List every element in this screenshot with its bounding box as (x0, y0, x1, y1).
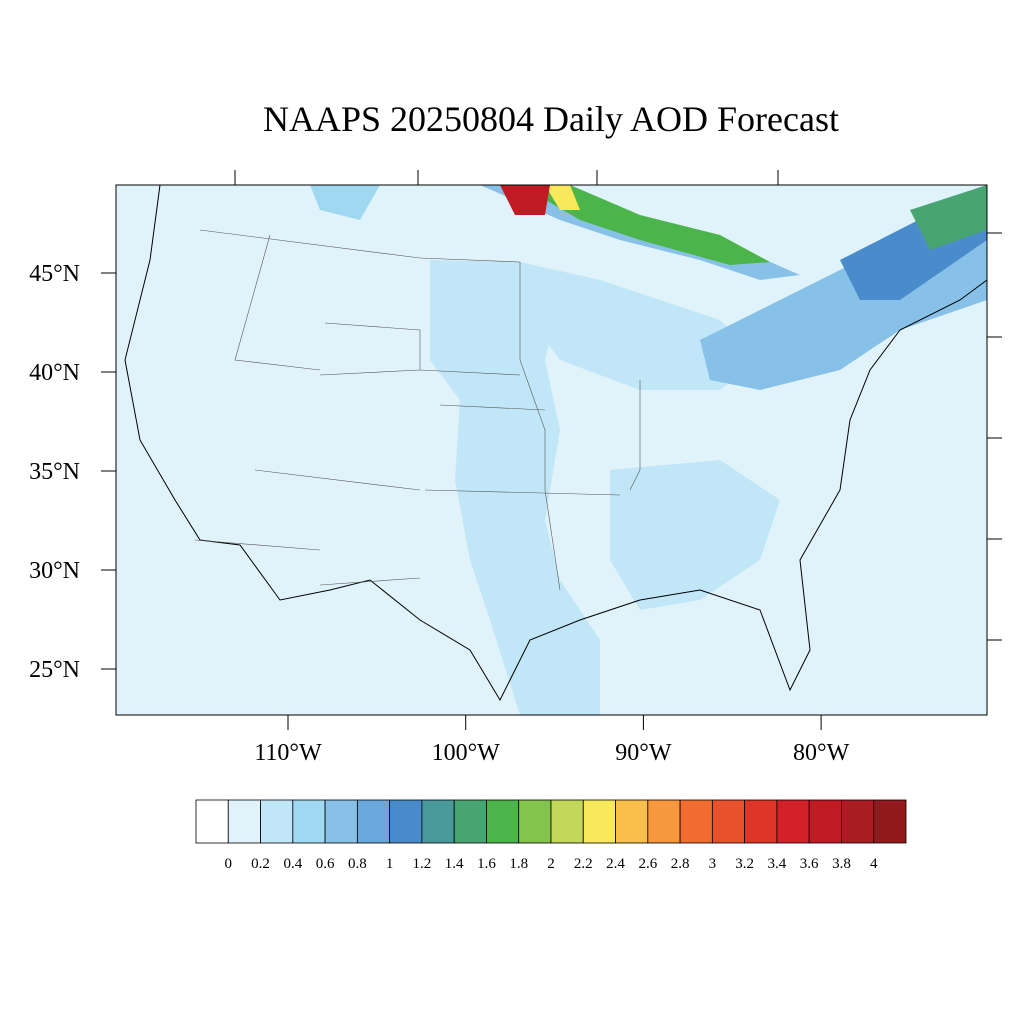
colorbar-box (711, 799, 746, 844)
colorbar-label: 2.2 (574, 856, 593, 872)
colorbar-label: 4 (870, 856, 878, 872)
colorbar-label: 1 (386, 856, 394, 872)
colorbar-label: 1.2 (413, 856, 432, 872)
colorbar-box (227, 799, 261, 844)
y-tick-label: 25°N (29, 657, 80, 683)
x-tick-label: 100°W (432, 740, 501, 766)
colorbar-label: 0.6 (316, 856, 335, 872)
colorbar-box (582, 799, 616, 844)
colorbar-box (744, 799, 778, 844)
colorbar-box (841, 799, 875, 844)
colorbar-box (615, 799, 649, 844)
colorbar-label: 3.4 (768, 856, 787, 872)
x-tick-label: 80°W (793, 740, 850, 766)
colorbar-box (324, 799, 358, 844)
colorbar-box (873, 799, 907, 844)
colorbar-box (486, 799, 520, 844)
colorbar: 0 0.2 0.4 0.6 0.8 1 1.2 1.4 1.6 1.8 2 2.2 2.4 2.6 2.8 3… (195, 799, 907, 872)
colorbar-box (389, 799, 423, 844)
colorbar-label: 3.6 (800, 856, 819, 872)
map (101, 170, 1002, 730)
colorbar-label: 0.8 (348, 856, 367, 872)
aod-region (520, 262, 760, 390)
x-tick-label: 110°W (254, 740, 322, 766)
colorbar-label: 0.4 (283, 856, 302, 872)
colorbar-box (356, 799, 391, 844)
aod-region (500, 185, 550, 215)
colorbar-box (421, 799, 455, 844)
colorbar-box (647, 799, 681, 844)
y-tick-label: 40°N (29, 360, 80, 386)
state-borders (194, 229, 641, 591)
colorbar-label: 3.8 (832, 856, 851, 872)
x-tick-label: 90°W (615, 740, 672, 766)
colorbar-label: 0.2 (251, 856, 270, 872)
colorbar-label: 3.2 (735, 856, 754, 872)
colorbar-label: 2.6 (638, 856, 657, 872)
colorbar-label: 2.4 (606, 856, 625, 872)
frame-ticks (234, 170, 1002, 641)
colorbar-label: 0 (225, 856, 233, 872)
colorbar-box (679, 799, 713, 844)
colorbar-label: 3 (709, 856, 717, 872)
colorbar-box (808, 799, 842, 844)
colorbar-label: 2.8 (671, 856, 690, 872)
colorbar-box (550, 799, 584, 844)
colorbar-label: 2 (547, 856, 555, 872)
aod-region (430, 260, 600, 715)
colorbar-box (776, 799, 810, 844)
title: NAAPS 20250804 Daily AOD Forecast (263, 99, 839, 139)
colorbar-label: 1.6 (477, 856, 496, 872)
aod-region (610, 460, 780, 610)
colorbar-box (518, 799, 552, 844)
aod-region (310, 185, 380, 220)
coastline (124, 184, 988, 702)
colorbar-box (453, 799, 487, 844)
colorbar-box (195, 799, 229, 844)
colorbar-box (292, 799, 326, 844)
y-tick-label: 45°N (29, 261, 80, 287)
colorbar-label: 1.8 (509, 856, 528, 872)
map-frame (115, 184, 988, 716)
aod-region (910, 185, 987, 250)
aod-region (520, 185, 770, 265)
colorbar-box (260, 799, 294, 844)
colorbar-label: 1.4 (445, 856, 464, 872)
y-tick-label: 30°N (29, 558, 80, 584)
y-tick-label: 35°N (29, 459, 80, 485)
aod-region (545, 185, 580, 210)
